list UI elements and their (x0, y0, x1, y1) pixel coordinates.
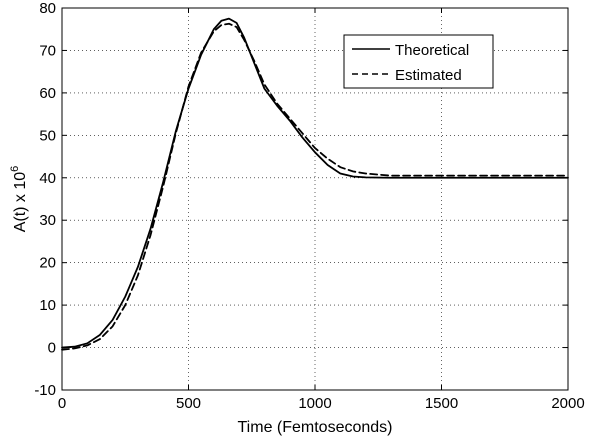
y-tick-label: 20 (39, 255, 56, 272)
legend-label-theoretical: Theoretical (395, 42, 469, 59)
y-tick-label: -10 (34, 382, 56, 399)
x-tick-label: 2000 (551, 395, 584, 412)
y-tick-label: 60 (39, 85, 56, 102)
legend-label-estimated: Estimated (395, 67, 462, 84)
y-axis-label: A(t) x 106 (9, 166, 29, 233)
y-axis-label-exponent: 6 (9, 166, 21, 172)
y-tick-label: 0 (48, 340, 56, 357)
y-tick-label: 10 (39, 297, 56, 314)
y-tick-label: 50 (39, 127, 56, 144)
x-axis-label: Time (Femtoseconds) (238, 419, 393, 436)
series-line-theoretical (61, 17, 569, 349)
x-tick-label: 0 (58, 395, 66, 412)
legend-box (343, 34, 494, 89)
legend: Theoretical Estimated (343, 34, 494, 89)
gridlines (62, 8, 568, 390)
y-tick-label: 70 (39, 42, 56, 59)
series-line-estimated (61, 22, 569, 351)
y-tick-label: 30 (39, 212, 56, 229)
series-layer (61, 17, 569, 351)
x-tick-label: 1500 (425, 395, 458, 412)
axis-ticks (61, 7, 569, 391)
x-tick-label: 500 (176, 395, 201, 412)
y-tick-label: 40 (39, 170, 56, 187)
y-tick-label: 80 (39, 0, 56, 17)
x-tick-label: 1000 (298, 395, 331, 412)
y-axis-label-base: A(t) x 10 (12, 172, 29, 233)
